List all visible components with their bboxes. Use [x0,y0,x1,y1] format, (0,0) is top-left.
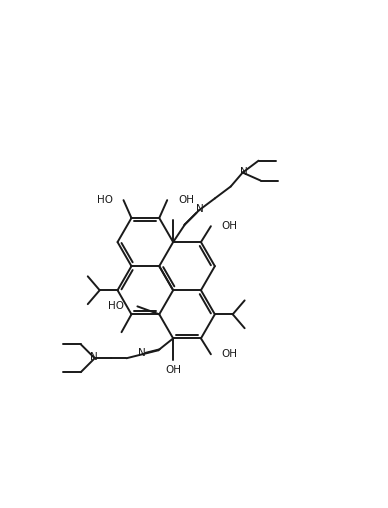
Text: HO: HO [107,301,123,311]
Text: HO: HO [97,195,113,205]
Text: OH: OH [165,365,181,375]
Text: N: N [196,204,204,214]
Text: OH: OH [222,221,238,231]
Text: N: N [137,348,145,358]
Text: OH: OH [178,195,194,205]
Text: N: N [90,352,98,362]
Text: OH: OH [222,350,238,359]
Text: N: N [240,167,248,177]
